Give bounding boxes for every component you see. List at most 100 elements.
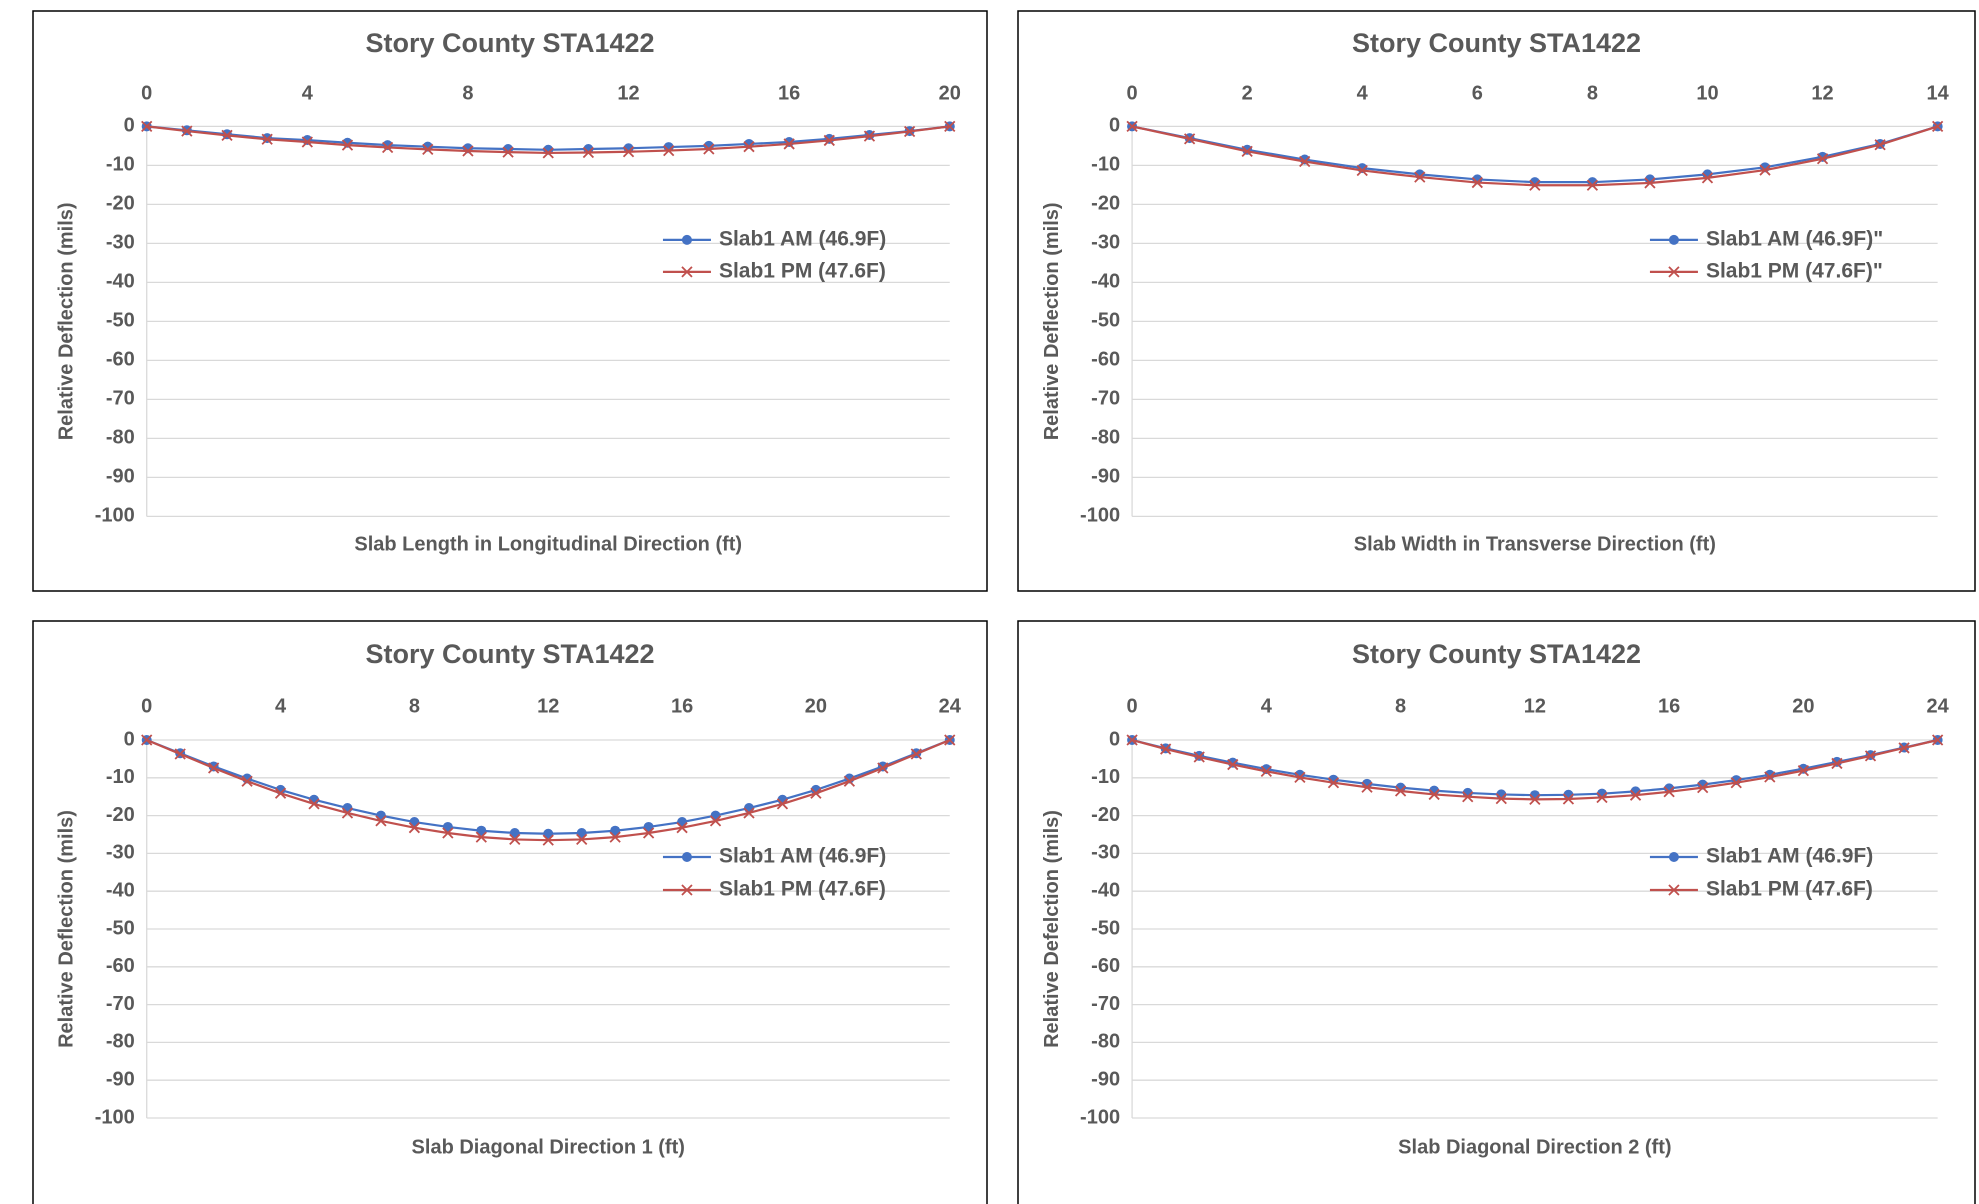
y-tick-label: -80 [106,427,135,449]
legend-label: Slab1 PM (47.6F)" [1706,259,1883,282]
x-axis-title: Slab Length in Longitudinal Direction (f… [354,534,742,556]
x-tick-label: 8 [462,83,473,105]
data-point [375,815,387,827]
chart-panel: Story County STA1422 0 -10 -20 -30 -40 -50 -60 -… [1017,620,1976,1204]
data-point [308,798,320,810]
legend-marker [681,266,693,278]
y-tick-label: -20 [106,193,135,215]
data-point [381,141,394,154]
data-point [422,143,434,156]
data-point [301,136,313,148]
data-point [502,146,514,158]
data-point [910,748,922,760]
x-tick-label: 12 [1524,695,1546,717]
legend-marker [1668,852,1679,862]
series-line [1131,125,1938,187]
data-point [1294,771,1306,784]
legend-label: Slab1 AM (46.9F)" [1706,227,1883,250]
data-point [877,762,889,774]
data-point [341,139,354,151]
data-point [1529,179,1541,191]
x-tick-label: 8 [409,695,420,717]
panel-border [1017,620,1976,1204]
data-point [1797,764,1810,777]
chart-title: Story County STA1422 [1352,639,1641,669]
data-point [261,133,273,145]
data-point [703,143,715,155]
data-point [823,134,835,147]
data-point [241,775,253,787]
data-point [1327,777,1340,789]
panel-border [32,620,988,1204]
data-point [1759,164,1771,176]
y-axis-title: Relative Deflection (mils) [56,810,78,1048]
series-line [1131,125,1938,184]
y-tick-label: -40 [1091,879,1120,901]
data-point [1529,793,1541,805]
data-point [542,147,554,159]
data-point [181,125,193,137]
x-axis-title: Slab Diagonal Direction 1 (ft) [412,1136,685,1158]
x-tick-label: 0 [141,83,152,105]
y-tick-label: -60 [1091,349,1120,371]
y-tick-label: -20 [1091,193,1120,215]
data-point [642,827,655,839]
data-point [709,815,722,827]
data-point [1932,120,1944,133]
chart-panel: Story County STA1422 0 -10 -20 -30 -40 -50 -60 -… [32,620,988,1204]
y-tick-label: -10 [1091,154,1120,176]
data-point [1241,145,1253,157]
legend-label: Slab1 PM (47.6F) [719,878,886,901]
data-point [462,145,474,157]
y-tick-label: 0 [1109,115,1120,137]
legend-marker [681,852,692,862]
data-point [543,828,554,839]
y-tick-label: -90 [1091,1068,1120,1090]
y-tick-label: -40 [106,271,135,293]
y-tick-label: 0 [124,728,135,750]
y-tick-label: -60 [106,349,135,371]
y-tick-label: -60 [1091,955,1120,977]
series-line [146,738,951,842]
data-point [1831,757,1843,770]
data-point [1193,751,1205,763]
y-tick-label: -90 [1091,466,1120,488]
legend-label: Slab1 AM (46.9F) [719,845,886,868]
y-tick-label: -80 [106,1031,135,1053]
data-point [863,130,876,142]
x-tick-label: 20 [1792,695,1814,717]
data-point [843,775,856,787]
data-point [1663,786,1675,798]
y-axis-title: Relative Defelction (mils) [1041,810,1063,1048]
x-tick-label: 24 [939,695,962,717]
data-point [783,138,795,150]
data-point [609,831,621,843]
data-point [903,125,916,138]
x-tick-label: 4 [1357,83,1369,105]
y-tick-label: -20 [1091,804,1120,826]
panel-border [1017,10,1976,592]
data-point [1462,791,1474,803]
x-tick-label: 6 [1472,83,1483,105]
legend-marker [1668,884,1680,896]
legend-marker [681,234,692,245]
chart-title: Story County STA1422 [365,639,654,669]
data-point [476,825,487,836]
x-axis-title: Slab Diagonal Direction 2 (ft) [1398,1136,1671,1158]
legend-label: Slab1 PM (47.6F) [719,259,886,282]
y-tick-label: -50 [1091,310,1120,332]
data-point [1414,171,1426,183]
x-tick-label: 4 [275,695,287,717]
y-tick-label: -30 [106,842,135,864]
y-tick-label: -70 [106,388,135,410]
y-tick-label: -100 [1080,505,1120,527]
data-point [676,822,688,834]
data-point [1586,179,1599,191]
data-point [576,827,587,838]
data-point [1227,758,1239,771]
chart-title: Story County STA1422 [1352,28,1641,58]
data-point [221,129,233,142]
data-point [442,827,454,839]
y-tick-label: -90 [106,1068,135,1090]
data-point [743,807,755,819]
